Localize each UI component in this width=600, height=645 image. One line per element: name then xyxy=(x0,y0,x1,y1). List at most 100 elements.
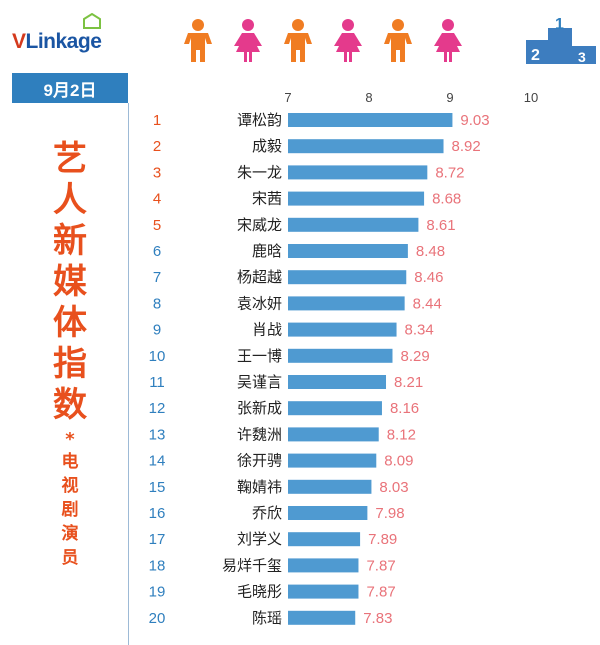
title-column: 艺人新媒体指数 * 电视剧演员 xyxy=(12,103,129,645)
title-char: 媒 xyxy=(53,262,87,302)
podium-icon: 2 1 3 xyxy=(526,18,596,64)
title-char: 指 xyxy=(53,344,87,384)
bar xyxy=(288,532,361,547)
bar xyxy=(288,506,368,520)
title-char: 人 xyxy=(53,180,87,220)
actor-name: 宋茜 xyxy=(252,190,282,208)
bar xyxy=(288,270,407,285)
value-label: 7.98 xyxy=(375,505,404,522)
actor-name: 许魏洲 xyxy=(237,425,282,443)
actor-name: 王一博 xyxy=(237,347,282,365)
rank-number: 15 xyxy=(149,479,166,496)
actor-name: 成毅 xyxy=(252,137,282,155)
actor-name: 徐开骋 xyxy=(237,452,282,470)
actor-name: 刘学义 xyxy=(237,530,282,548)
bar xyxy=(288,453,377,468)
value-label: 8.68 xyxy=(432,191,461,208)
bar xyxy=(288,322,397,337)
value-label: 7.87 xyxy=(366,557,395,574)
person-pink-icon xyxy=(334,19,362,62)
x-tick-label: 8 xyxy=(365,90,372,105)
value-label: 8.29 xyxy=(400,348,429,365)
svg-text:1: 1 xyxy=(555,18,564,33)
bar xyxy=(288,584,359,599)
value-label: 8.48 xyxy=(416,243,445,260)
x-tick-label: 9 xyxy=(446,90,453,105)
actor-name: 谭松韵 xyxy=(237,111,282,129)
actor-name: 毛晓彤 xyxy=(237,583,282,601)
rank-number: 5 xyxy=(153,217,161,234)
vlinkage-logo: VLinkage xyxy=(12,13,102,54)
bar xyxy=(288,244,408,258)
actor-name: 张新成 xyxy=(237,399,282,417)
actor-name: 肖战 xyxy=(252,321,282,339)
rank-number: 17 xyxy=(149,531,166,548)
value-label: 8.61 xyxy=(426,217,455,234)
value-label: 7.83 xyxy=(363,610,392,627)
rank-number: 6 xyxy=(153,243,161,260)
subtitle-char: 员 xyxy=(61,548,79,568)
actor-name: 乔欣 xyxy=(252,504,282,522)
actor-name: 吴谨言 xyxy=(237,373,282,391)
svg-text:3: 3 xyxy=(578,49,586,64)
bar xyxy=(288,610,356,625)
rank-number: 19 xyxy=(149,584,166,601)
logo-letter-v: V xyxy=(12,30,26,53)
rank-number: 3 xyxy=(153,164,161,181)
rank-number: 10 xyxy=(149,348,166,365)
bar xyxy=(288,479,372,494)
value-label: 8.92 xyxy=(452,138,481,155)
subtitle-char: 视 xyxy=(61,476,79,496)
actor-name: 袁冰妍 xyxy=(237,294,282,312)
bar xyxy=(288,139,444,154)
person-pink-icon xyxy=(234,19,262,62)
x-tick-label: 7 xyxy=(284,90,291,105)
svg-text:2: 2 xyxy=(531,47,540,64)
actor-name: 陈瑶 xyxy=(252,609,282,627)
value-label: 8.72 xyxy=(435,164,464,181)
value-label: 8.21 xyxy=(394,374,423,391)
person-pink-icon xyxy=(434,19,462,62)
header-bar: VLinkage xyxy=(0,0,600,70)
rank-number: 8 xyxy=(153,295,161,312)
rank-number: 1 xyxy=(153,112,161,129)
bar xyxy=(288,558,359,573)
bar xyxy=(288,296,405,311)
rank-number: 12 xyxy=(149,400,166,417)
rank-number: 9 xyxy=(153,322,161,339)
title-char: 艺 xyxy=(53,139,87,179)
bar xyxy=(288,113,453,127)
bar xyxy=(288,217,419,232)
rank-number: 4 xyxy=(153,191,161,208)
rank-number: 13 xyxy=(149,426,166,443)
value-label: 8.44 xyxy=(413,295,442,312)
actor-name: 鹿晗 xyxy=(252,242,282,260)
title-asterisk: * xyxy=(65,429,75,450)
rank-number: 14 xyxy=(149,453,166,470)
bar xyxy=(288,427,379,442)
person-orange-icon xyxy=(284,19,312,62)
value-label: 7.87 xyxy=(366,584,395,601)
bar xyxy=(288,191,425,206)
person-orange-icon xyxy=(384,19,412,62)
value-label: 8.46 xyxy=(414,269,443,286)
logo-text: Linkage xyxy=(25,30,102,53)
value-label: 8.09 xyxy=(384,453,413,470)
title-char: 数 xyxy=(53,385,87,425)
rank-number: 20 xyxy=(149,610,166,627)
logo-box-icon xyxy=(83,13,101,29)
value-label: 7.89 xyxy=(368,531,397,548)
actor-name: 宋威龙 xyxy=(237,216,282,234)
value-label: 9.03 xyxy=(460,112,489,129)
rank-number: 11 xyxy=(149,374,165,391)
bar xyxy=(288,348,393,363)
value-label: 8.16 xyxy=(390,400,419,417)
subtitle-char: 电 xyxy=(61,452,79,472)
bar xyxy=(288,401,382,416)
rank-number: 7 xyxy=(153,269,161,286)
x-tick-label: 10 xyxy=(524,90,538,105)
subtitle-char: 演 xyxy=(61,524,79,544)
value-label: 8.03 xyxy=(379,479,408,496)
subtitle-char: 剧 xyxy=(61,500,79,520)
